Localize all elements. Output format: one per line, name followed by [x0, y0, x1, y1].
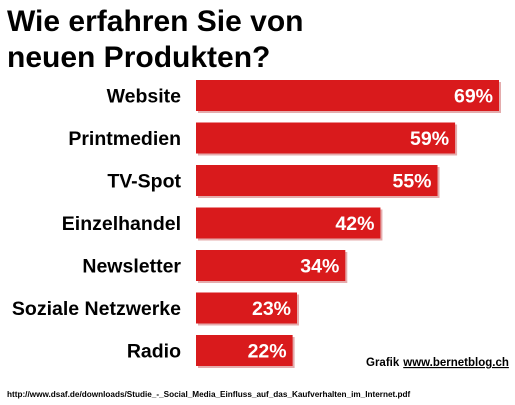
chart-title-line-1: Wie erfahren Sie von: [7, 5, 303, 38]
bar: [196, 165, 438, 196]
bar: [196, 122, 456, 154]
value-label: 59%: [410, 128, 449, 150]
value-label: 34%: [300, 256, 339, 278]
category-label: Radio: [127, 341, 181, 363]
bar: [196, 292, 297, 324]
source-url[interactable]: http://www.dsaf.de/downloads/Studie_-_So…: [7, 390, 411, 399]
category-label: Website: [107, 86, 182, 108]
value-label: 55%: [392, 171, 431, 193]
chart-credit: Grafik www.bernetblog.ch: [366, 357, 509, 369]
value-label: 22%: [248, 341, 287, 363]
credit-prefix: Grafik: [366, 357, 400, 369]
category-label: Einzelhandel: [62, 213, 181, 235]
value-label: 42%: [335, 213, 374, 235]
category-label: TV-Spot: [107, 171, 181, 193]
category-label: Newsletter: [82, 256, 181, 278]
credit-link[interactable]: www.bernetblog.ch: [402, 357, 509, 369]
category-label: Soziale Netzwerke: [12, 298, 181, 320]
bar: [196, 207, 381, 239]
bar: [196, 80, 499, 111]
bar: [196, 335, 293, 366]
value-label: 23%: [252, 298, 291, 320]
bar: [196, 250, 346, 281]
bars-group: Website 69% Printmedien 59% TV-Spot 55% Einzel…: [12, 80, 501, 368]
category-label: Printmedien: [68, 128, 181, 150]
chart-title-line-2: neuen Produkten?: [7, 41, 270, 74]
value-label: 69%: [454, 86, 493, 108]
